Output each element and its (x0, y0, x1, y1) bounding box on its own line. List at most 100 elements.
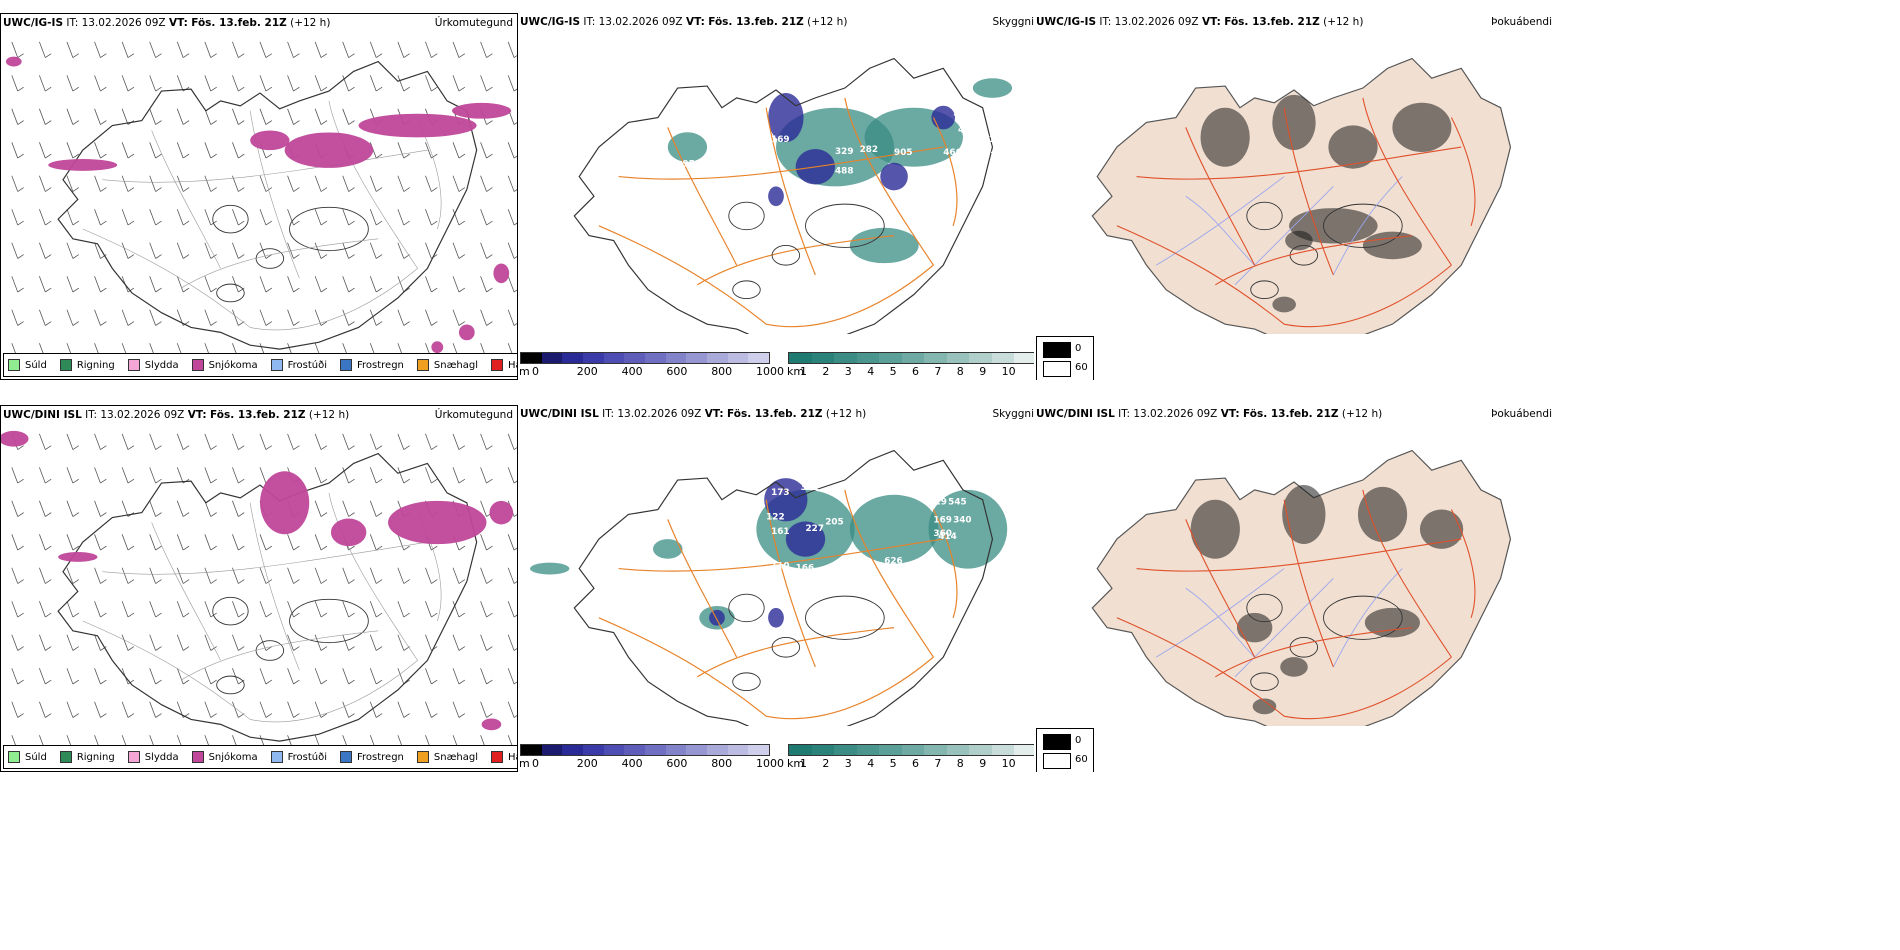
legend-item: Súld (8, 359, 47, 371)
iceland-map[interactable] (1, 424, 518, 749)
valid-time: Fös. 13.feb. 21Z (726, 408, 823, 420)
visibility-colorbar-tick: 3 (844, 757, 852, 770)
visibility-colorbar-tick: 9 (979, 365, 987, 378)
valid-time-label: VT: (1220, 408, 1240, 420)
panel-title: Úrkomutegund (434, 17, 513, 29)
glacier-outlines (728, 593, 885, 692)
snowfall-area (431, 341, 444, 354)
ceiling-panel-dini[interactable]: UWC/DINI ISL IT: 13.02.2026 09Z VT: Fös.… (518, 405, 1034, 772)
visibility-colorbar-tick: 1 (800, 365, 807, 378)
ceiling-colorbar (520, 352, 770, 364)
legend-item: Frostúði (270, 359, 327, 371)
visibility-colorbar-tick: 4 (867, 365, 875, 378)
legend-swatch (191, 751, 204, 763)
colorbar-bin (665, 353, 687, 363)
low-ceiling-area (709, 609, 725, 626)
iceland-map[interactable] (1034, 421, 1554, 726)
glacier-outlines (212, 596, 369, 695)
low-visibility-area (849, 227, 919, 264)
legend-swatch (8, 751, 20, 763)
colorbar-bin (901, 353, 925, 363)
ceiling-colorbar-tick: 0 (532, 757, 539, 770)
colorbar-bin (856, 353, 880, 363)
colorbar-bin (624, 745, 646, 755)
road-network (82, 492, 442, 723)
init-time: IT: 13.02.2026 09Z (1118, 408, 1218, 420)
iceland-map[interactable]: 169 329 282 488 905 466 203 472 531 954 774 513 196 (518, 29, 1034, 334)
fog-label-low: 0 (1075, 343, 1082, 354)
init-time: IT: 13.02.2026 09Z (85, 409, 185, 421)
visibility-colorbar-unit: km (787, 365, 805, 378)
legend-label: Frostregn (357, 359, 404, 371)
visibility-colorbar-tick: 1 (800, 757, 807, 770)
colorbar-bin (521, 353, 542, 363)
panel-header: UWC/DINI ISL IT: 13.02.2026 09Z VT: Fös.… (520, 408, 866, 420)
iceland-map[interactable] (1, 32, 518, 357)
ceiling-height-label: 545 (948, 498, 966, 508)
ceiling-height-label: 129 (929, 498, 947, 508)
fog-index-high-area (1252, 698, 1277, 715)
fog-index-high-area (1392, 102, 1452, 152)
colorbar-bin (924, 353, 947, 363)
colorbar-bin (624, 353, 646, 363)
snowfall-area (1, 430, 29, 447)
precip-panel-igis[interactable]: UWC/IG-IS IT: 13.02.2026 09Z VT: Fös. 13… (0, 13, 518, 380)
fog-panel-dini[interactable]: UWC/DINI ISL IT: 13.02.2026 09Z VT: Fös.… (1034, 405, 1554, 772)
fog-label-high: 60 (1075, 754, 1088, 765)
visibility-colorbar-tick: 2 (822, 757, 830, 770)
legend-item: Rigning (59, 751, 115, 763)
colorbar-bin (686, 745, 708, 755)
ceiling-panel-igis[interactable]: UWC/IG-IS IT: 13.02.2026 09Z VT: Fös. 13… (518, 13, 1034, 380)
ceiling-colorbar-tick: 800 (711, 757, 733, 770)
ceiling-height-label: 472 (958, 125, 976, 135)
fog-panel-igis[interactable]: UWC/IG-IS IT: 13.02.2026 09Z VT: Fös. 13… (1034, 13, 1554, 380)
low-ceiling-area (768, 186, 784, 207)
model-name: UWC/DINI ISL (1036, 408, 1115, 420)
visibility-colorbar-tick: 4 (867, 757, 875, 770)
ceiling-height-label: 531 (978, 151, 996, 161)
legend-item: Snæhagl (416, 751, 478, 763)
legend-swatch (191, 359, 204, 371)
valid-time: Fös. 13.feb. 21Z (708, 16, 804, 28)
legend-label: Súld (25, 751, 47, 763)
ceiling-height-label: 488 (835, 167, 853, 177)
colorbar-bin (1014, 353, 1034, 363)
colorbar-bin (686, 353, 708, 363)
glacier-outlines (728, 201, 885, 300)
legend-swatch (340, 751, 352, 763)
colorbar-bin (748, 353, 770, 363)
colorbar-bin (521, 745, 542, 755)
iceland-map[interactable] (1034, 29, 1554, 334)
snowfall-area (330, 518, 367, 547)
colorbar-bin (562, 353, 584, 363)
visibility-colorbar-tick: 6 (912, 757, 919, 770)
low-visibility-area (928, 489, 1008, 569)
colorbar-bin (645, 745, 666, 755)
model-name: UWC/IG-IS (1036, 16, 1097, 28)
colorbar-bin (727, 353, 749, 363)
ceiling-colorbar-unit: m (519, 757, 530, 770)
legend-label: Rigning (76, 359, 115, 371)
snowfall-area (452, 102, 512, 119)
visibility-colorbar-tick: 2 (822, 365, 830, 378)
precip-panel-dini[interactable]: UWC/DINI ISL IT: 13.02.2026 09Z VT: Fös.… (0, 405, 518, 772)
ceiling-height-label: 340 (953, 515, 971, 525)
visibility-colorbar-tick: 5 (889, 757, 897, 770)
colorbar-bin (991, 745, 1015, 755)
colorbar-bin (946, 353, 970, 363)
valid-time: Fös. 13.feb. 21Z (191, 17, 287, 29)
model-name: UWC/IG-IS (520, 16, 581, 28)
legend-item: Slydda (127, 359, 179, 371)
fog-swatch-low (1043, 734, 1071, 750)
precip-type-legend: Súld Rigning Slydda Snjókoma Frostúði Frostre… (3, 745, 517, 769)
lead-time: (+12 h) (290, 17, 331, 29)
ceiling-colorbar-unit: m (519, 365, 530, 378)
snowfall-area (250, 130, 290, 151)
ceiling-height-label: 110 (771, 562, 789, 572)
ceiling-colorbar-tick: 1000 (756, 757, 784, 770)
colorbar-bin (834, 745, 857, 755)
lead-time: (+12 h) (1323, 16, 1364, 28)
valid-time-label: VT: (1201, 16, 1221, 28)
colorbar-bin (541, 745, 563, 755)
